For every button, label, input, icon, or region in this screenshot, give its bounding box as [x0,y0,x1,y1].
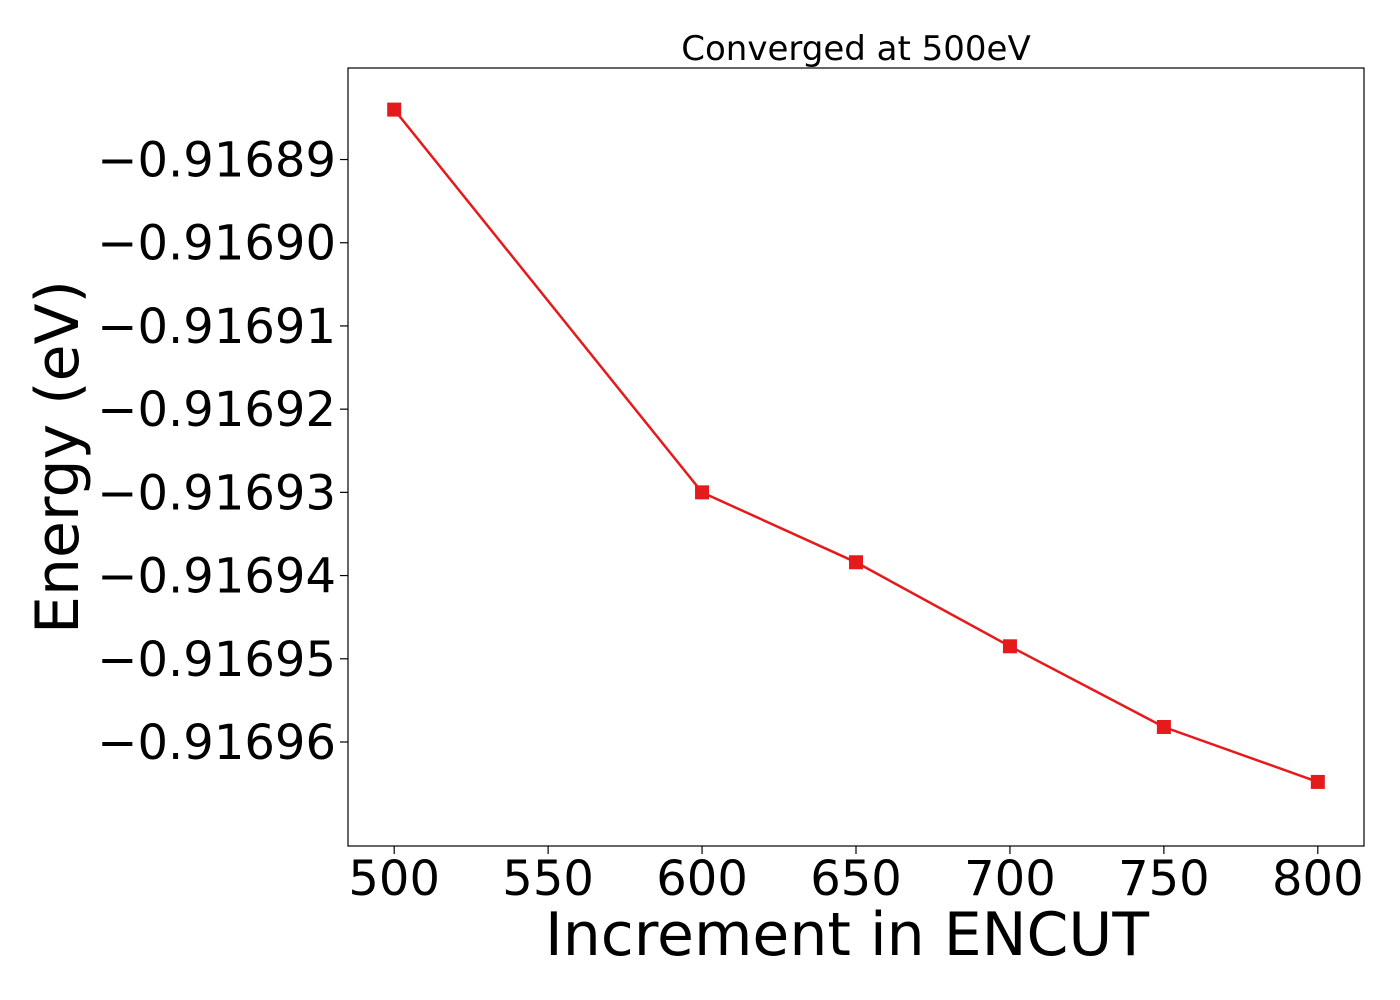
x-tick-label: 750 [1118,851,1210,907]
x-ticks: 500 550 600 650 700 750 800 [348,846,1364,907]
data-point [695,485,710,500]
data-point [387,102,402,117]
y-tick-label: −0.91692 [97,382,336,438]
y-tick-label: −0.91693 [97,465,336,521]
y-tick-label: −0.91696 [97,715,336,771]
y-axis-label: Energy (eV) [23,280,93,634]
y-ticks: −0.91689 −0.91690 −0.91691 −0.91692 −0.91693… [97,133,348,771]
y-tick-label: −0.91694 [97,549,336,605]
data-point [849,555,863,570]
y-tick-label: −0.91691 [97,299,336,355]
x-tick-label: 800 [1272,851,1364,907]
plot-frame [347,67,1365,847]
x-tick-label: 650 [810,851,902,907]
y-tick-label: −0.91690 [97,216,336,272]
x-tick-label: 700 [964,851,1056,907]
data-point [1002,639,1017,654]
data-point [1310,774,1325,789]
x-tick-label: 550 [502,851,594,907]
data-point [1156,720,1171,735]
x-tick-label: 500 [348,851,440,907]
x-tick-label: 600 [656,851,748,907]
y-tick-label: −0.91695 [97,632,336,688]
x-axis-label: Increment in ENCUT [545,900,1149,970]
y-tick-label: −0.91689 [97,133,336,189]
chart-title: Converged at 500eV [681,29,1030,69]
series-layer [387,102,1325,789]
series-line [393,108,1319,784]
